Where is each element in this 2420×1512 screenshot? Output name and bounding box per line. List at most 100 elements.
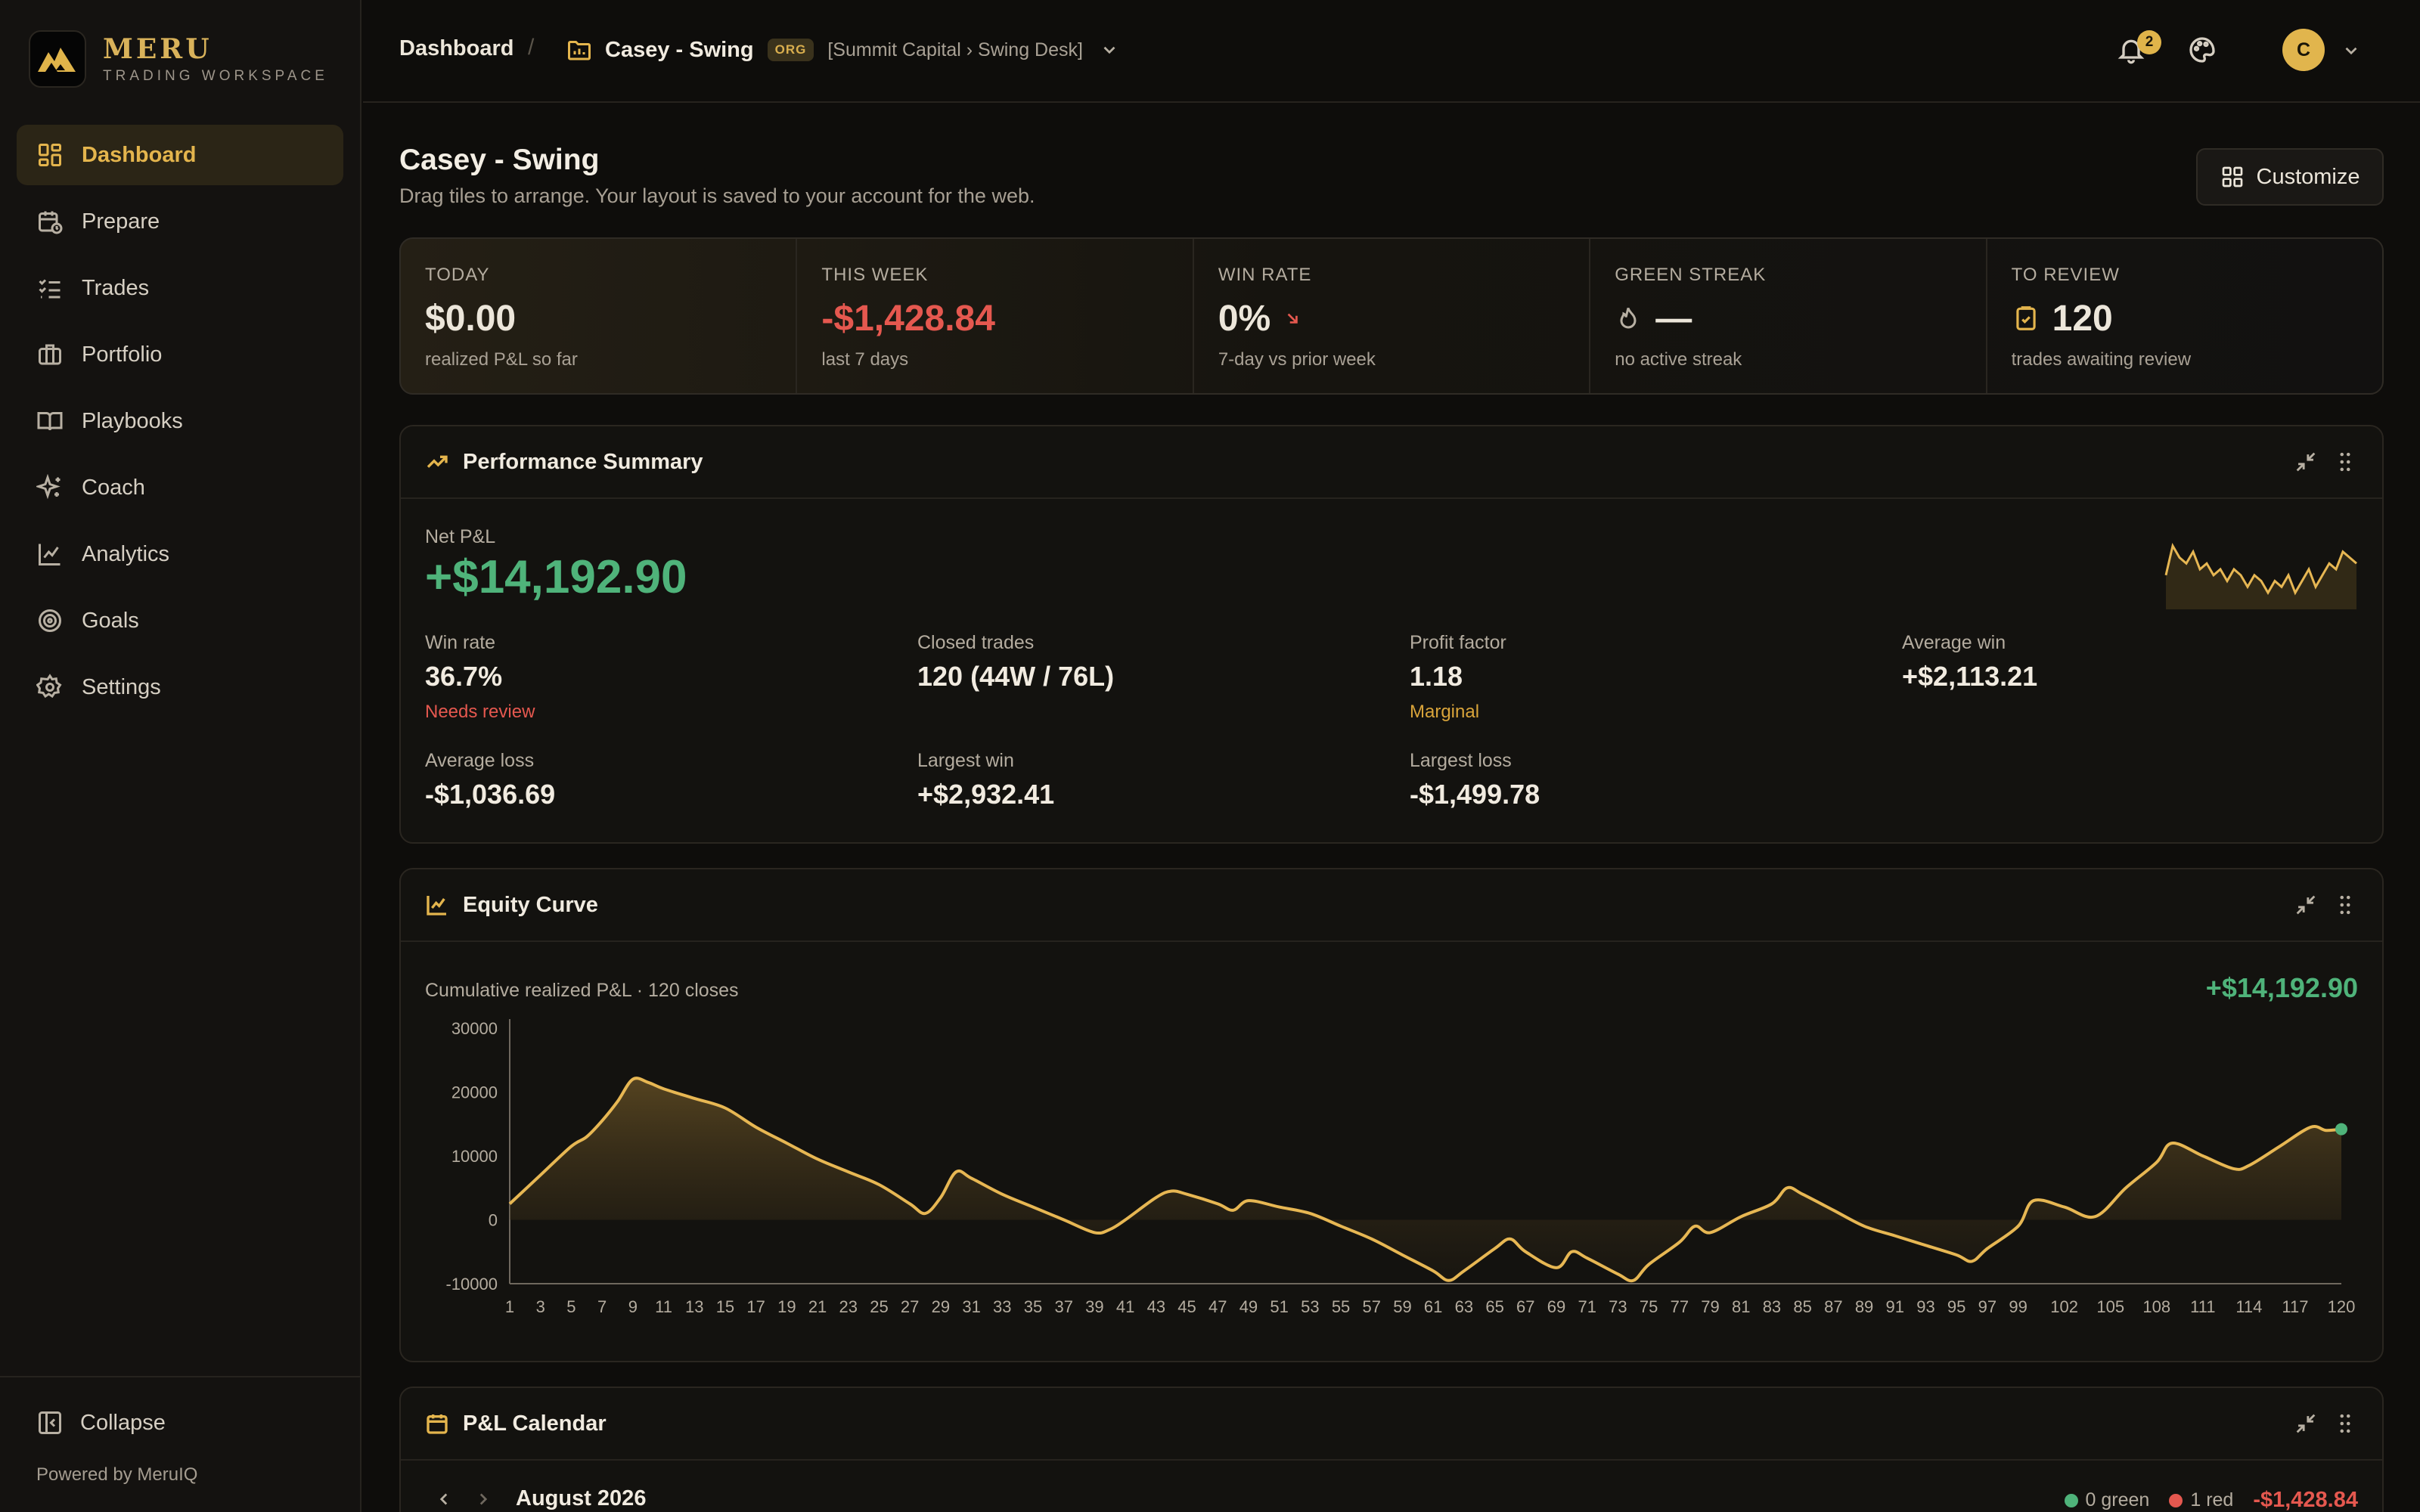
stat-win-rate[interactable]: WIN RATE 0% 7-day vs prior week (1194, 239, 1591, 393)
profit-factor-value: 1.18 (1410, 661, 1463, 692)
customize-button[interactable]: Customize (2196, 148, 2384, 206)
stat-today[interactable]: TODAY $0.00 realized P&L so far (401, 239, 798, 393)
sidebar-item-dashboard[interactable]: Dashboard (17, 125, 343, 185)
sidebar-item-goals[interactable]: Goals (17, 590, 343, 651)
bell-icon[interactable] (2116, 35, 2146, 65)
x-tick-label: 97 (1978, 1297, 1996, 1316)
avatar[interactable]: C (2282, 29, 2325, 71)
sidebar-item-analytics[interactable]: Analytics (17, 524, 343, 584)
calendar-total: -$1,428.84 (2253, 1488, 2358, 1512)
stat-green-streak[interactable]: GREEN STREAK — no active streak (1590, 239, 1987, 393)
powered-by: Powered by MeruIQ (36, 1464, 198, 1485)
org-badge: ORG (767, 39, 814, 61)
account-switcher[interactable]: Casey - Swing ORG [Summit Capital › Swin… (566, 30, 1119, 70)
sidebar-item-playbooks[interactable]: Playbooks (17, 391, 343, 451)
breadcrumb-dashboard[interactable]: Dashboard (399, 36, 514, 60)
drag-handle-icon[interactable] (2332, 449, 2358, 475)
closed-trades-value: 120 (44W / 76L) (917, 661, 1115, 692)
minimize-icon[interactable] (2293, 1411, 2319, 1436)
x-tick-label: 5 (566, 1297, 576, 1316)
calendar-icon (427, 1414, 448, 1434)
x-tick-label: 21 (808, 1297, 827, 1316)
y-tick-label: 10000 (451, 1147, 498, 1166)
stat-this-week[interactable]: THIS WEEK -$1,428.84 last 7 days (797, 239, 1194, 393)
collapse-button[interactable]: Collapse (36, 1409, 166, 1436)
chevron-down-icon[interactable] (2341, 41, 2361, 60)
x-tick-label: 29 (932, 1297, 950, 1316)
brand[interactable]: MERU TRADING WORKSPACE (29, 30, 328, 88)
minimize-icon[interactable] (2293, 449, 2319, 475)
stat-value-text: -$1,428.84 (821, 298, 995, 339)
sparkles-icon (36, 474, 60, 500)
drag-handle-icon[interactable] (2332, 1411, 2358, 1436)
y-tick-label: 20000 (451, 1083, 498, 1102)
x-tick-label: 91 (1886, 1297, 1904, 1316)
sidebar-footer: Collapse Powered by MeruIQ (0, 1376, 360, 1485)
x-tick-label: 63 (1455, 1297, 1473, 1316)
stat-value-text: 120 (2052, 298, 2113, 339)
stat-label: GREEN STREAK (1615, 265, 1767, 285)
book-open-icon (37, 412, 63, 431)
x-tick-label: 71 (1578, 1297, 1596, 1316)
stat-value: $0.00 (425, 296, 796, 340)
palette-icon[interactable] (2187, 35, 2217, 65)
line-chart-icon (39, 544, 60, 565)
panel-collapse-icon (39, 1411, 61, 1434)
largest-loss-value: -$1,499.78 (1410, 779, 1540, 810)
x-tick-label: 51 (1270, 1297, 1288, 1316)
stat-label: THIS WEEK (821, 265, 929, 285)
x-tick-label: 69 (1547, 1297, 1565, 1316)
collapse-label: Collapse (80, 1410, 166, 1435)
sidebar-item-coach[interactable]: Coach (17, 457, 343, 518)
chevron-right-icon[interactable] (473, 1489, 493, 1509)
x-tick-label: 111 (2190, 1297, 2215, 1316)
stat-value: 0% (1218, 296, 1589, 340)
average-win-value: +$2,113.21 (1902, 661, 2038, 692)
line-chart-icon (427, 896, 446, 916)
metric-label: Largest win (917, 750, 1014, 771)
x-tick-label: 95 (1947, 1297, 1965, 1316)
brand-name: MERU (103, 33, 213, 65)
account-path: [Summit Capital › Swing Desk] (827, 39, 1083, 60)
x-tick-label: 47 (1208, 1297, 1227, 1316)
x-tick-label: 19 (777, 1297, 796, 1316)
calendar-month: August 2026 (516, 1486, 647, 1510)
gear-icon (36, 674, 62, 699)
red-dot (2169, 1493, 2183, 1507)
card-header: Performance Summary (401, 426, 2382, 499)
net-pnl-sparkline (2164, 542, 2357, 609)
stat-value: -$1,428.84 (821, 296, 1192, 340)
y-tick-label: 0 (489, 1211, 498, 1230)
sidebar-item-settings[interactable]: Settings (17, 657, 343, 717)
stat-to-review[interactable]: TO REVIEW 120 trades awaiting review (1987, 239, 2382, 393)
page-subtitle: Drag tiles to arrange. Your layout is sa… (399, 184, 1035, 207)
minimize-icon[interactable] (2293, 892, 2319, 918)
x-tick-label: 13 (685, 1297, 703, 1316)
trending-up-icon (427, 455, 448, 468)
sidebar-item-label: Playbooks (82, 408, 183, 433)
sidebar-item-portfolio[interactable]: Portfolio (17, 324, 343, 385)
x-tick-label: 93 (1916, 1297, 1934, 1316)
x-tick-label: 25 (870, 1297, 888, 1316)
sidebar-item-prepare[interactable]: Prepare (17, 191, 343, 252)
sidebar-item-label: Dashboard (82, 142, 197, 167)
x-tick-label: 61 (1424, 1297, 1442, 1316)
chevron-left-icon[interactable] (434, 1489, 454, 1509)
drag-handle-icon[interactable] (2332, 892, 2358, 918)
card-tools (2279, 449, 2358, 475)
stat-note: last 7 days (821, 349, 909, 370)
x-tick-label: 67 (1516, 1297, 1534, 1316)
sidebar-item-label: Goals (82, 608, 139, 633)
average-loss-value: -$1,036.69 (425, 779, 556, 810)
sidebar-item-label: Settings (82, 674, 161, 699)
calendar-clock-icon (39, 211, 63, 234)
x-tick-label: 33 (993, 1297, 1011, 1316)
y-tick-label: 30000 (451, 1019, 498, 1038)
x-tick-label: 39 (1085, 1297, 1103, 1316)
sidebar-item-trades[interactable]: Trades (17, 258, 343, 318)
sidebar: MERU TRADING WORKSPACE Dashboard Prepare… (0, 0, 361, 1512)
x-tick-label: 37 (1054, 1297, 1072, 1316)
metric-label: Win rate (425, 632, 496, 653)
x-tick-label: 49 (1239, 1297, 1258, 1316)
